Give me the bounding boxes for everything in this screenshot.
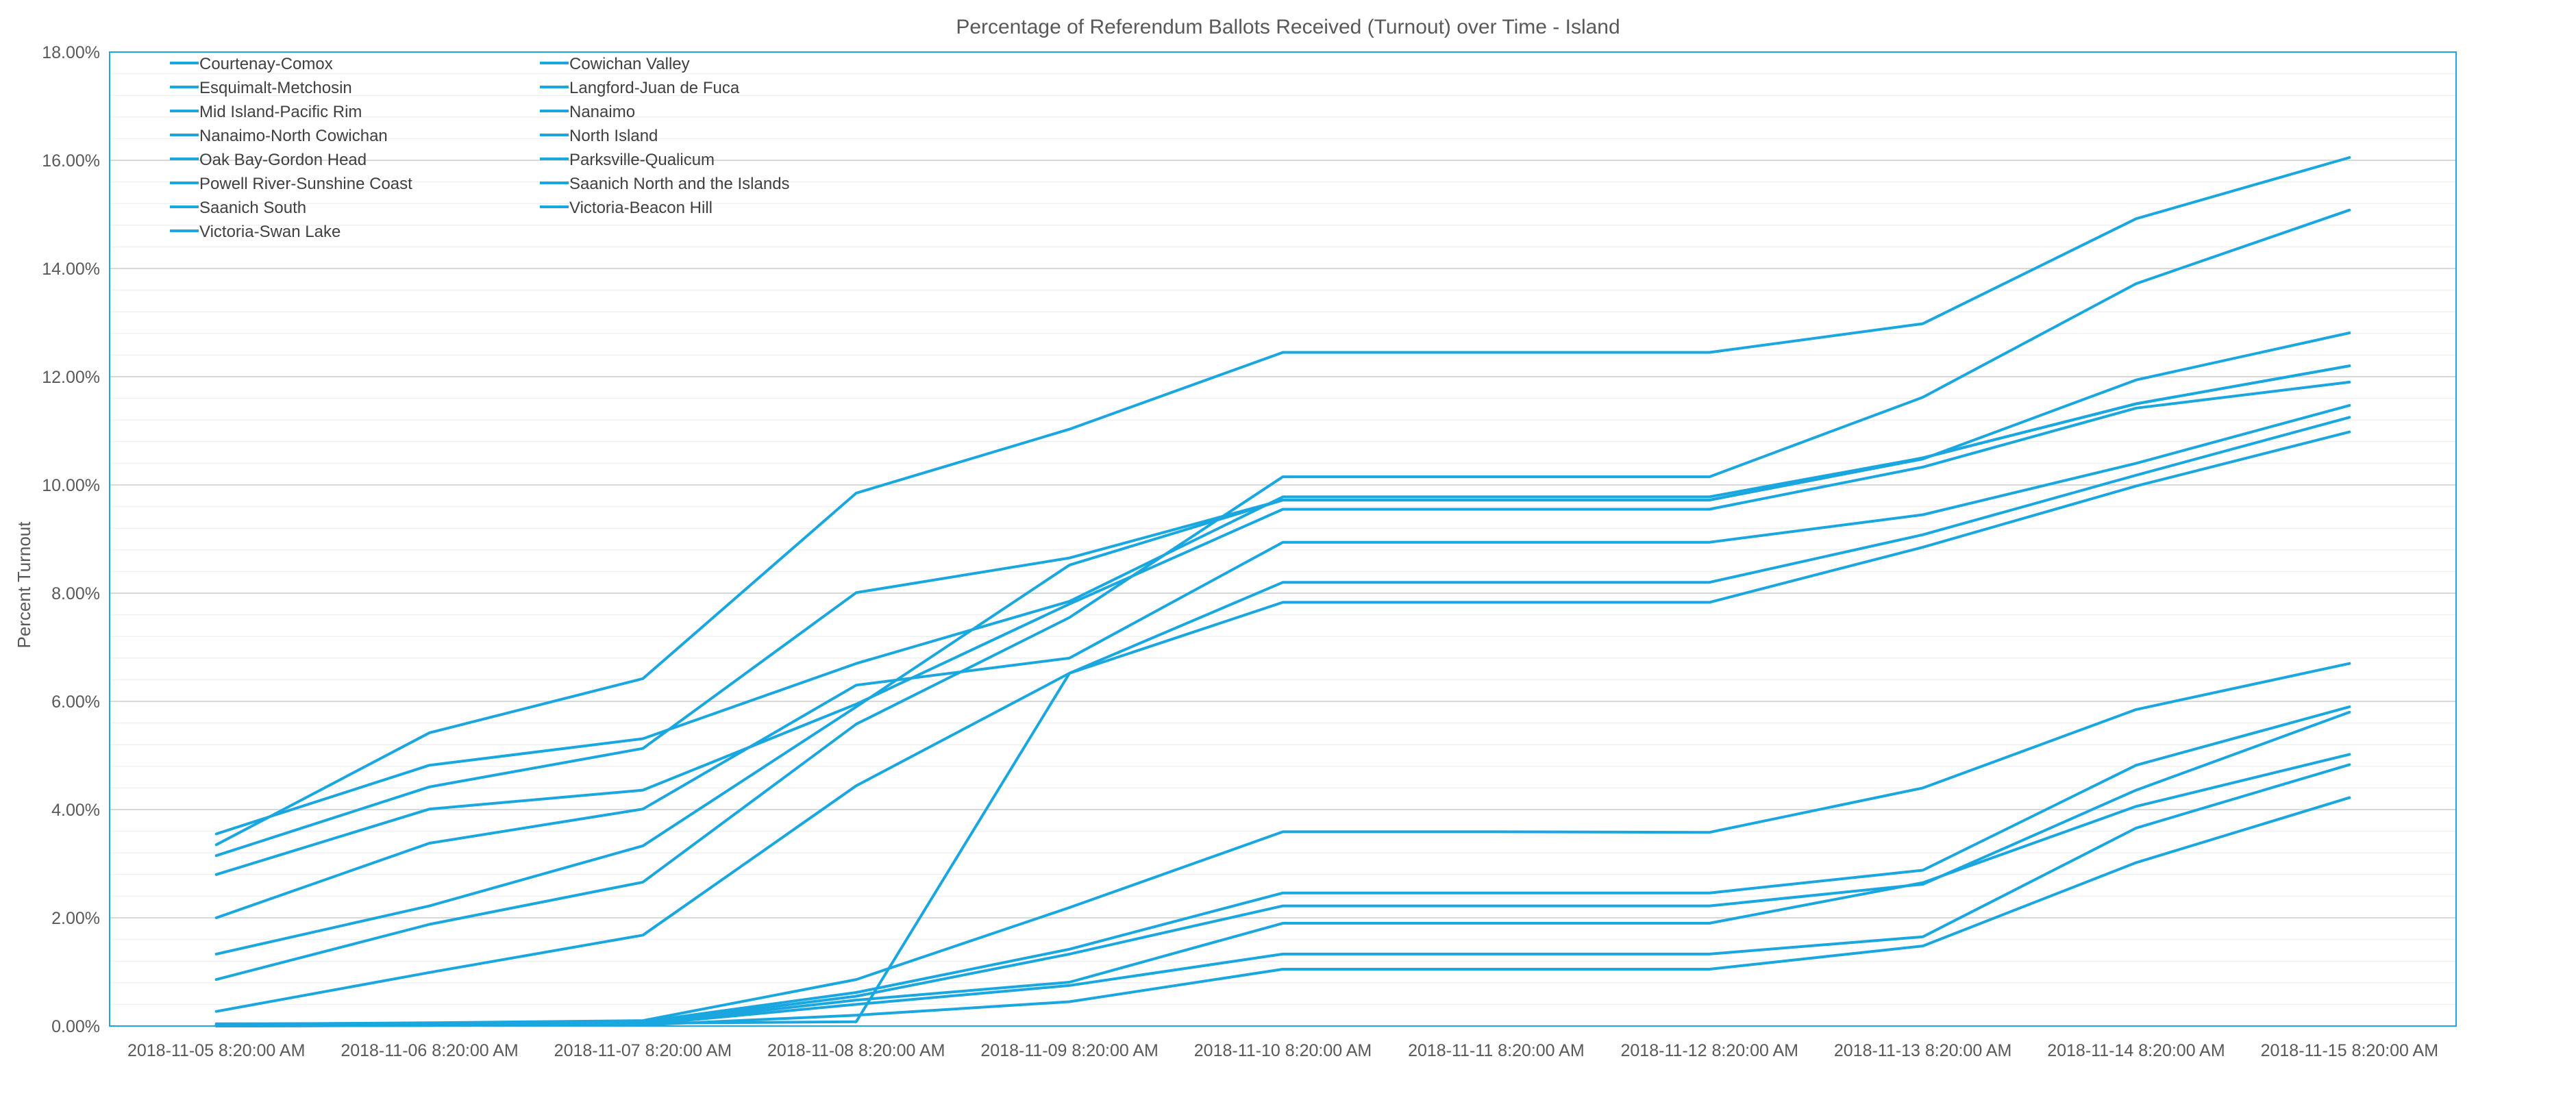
legend-label: Saanich North and the Islands (569, 175, 790, 193)
x-tick-label: 2018-11-12 8:20:00 AM (1621, 1041, 1798, 1060)
series-line-victoria-swan-lake (214, 796, 2351, 1027)
x-tick-label: 2018-11-05 8:20:00 AM (127, 1041, 305, 1060)
x-tick-label: 2018-11-11 8:20:00 AM (1408, 1041, 1585, 1060)
series-line-nanaimo (214, 364, 2351, 955)
series-lines (214, 156, 2351, 1027)
y-tick-label: 16.00% (42, 151, 100, 171)
y-tick-label: 10.00% (42, 476, 100, 495)
x-tick-label: 2018-11-14 8:20:00 AM (2047, 1041, 2225, 1060)
y-axis-label: Percent Turnout (14, 521, 34, 649)
y-tick-label: 6.00% (51, 692, 100, 712)
y-tick-label: 14.00% (42, 260, 100, 279)
x-tick-label: 2018-11-06 8:20:00 AM (340, 1041, 518, 1060)
x-tick-label: 2018-11-08 8:20:00 AM (767, 1041, 945, 1060)
legend-label: Esquimalt-Metchosin (199, 79, 352, 97)
y-tick-label: 12.00% (42, 368, 100, 387)
plot-area-border (109, 51, 2457, 1027)
y-tick-label: 2.00% (51, 909, 100, 928)
legend-label: Courtenay-Comox (199, 55, 333, 73)
x-tick-label: 2018-11-09 8:20:00 AM (980, 1041, 1158, 1060)
legend: Courtenay-Comox Cowichan Valley Esquimalt-… (170, 55, 790, 241)
y-tick-label: 4.00% (51, 801, 100, 820)
series-line-cowichan-valley (214, 156, 2351, 847)
chart-title: Percentage of Referendum Ballots Receive… (956, 16, 1620, 38)
legend-label: Mid Island-Pacific Rim (199, 103, 362, 121)
legend-label: Parksville-Qualicum (569, 151, 715, 169)
x-tick-label: 2018-11-13 8:20:00 AM (1834, 1041, 2011, 1060)
y-tick-label: 0.00% (51, 1017, 100, 1036)
legend-label: Victoria-Swan Lake (199, 223, 340, 241)
x-axis-ticks: 2018-11-05 8:20:00 AM 2018-11-06 8:20:00 … (127, 1041, 2438, 1060)
x-tick-label: 2018-11-15 8:20:00 AM (2261, 1041, 2438, 1060)
legend-label: Victoria-Beacon Hill (569, 199, 713, 217)
legend-label: Nanaimo (569, 103, 635, 121)
series-line-north-island (214, 416, 2351, 1013)
y-tick-label: 8.00% (51, 584, 100, 603)
series-line-nanaimo-north-cowichan (214, 208, 2351, 982)
legend-label: Oak Bay-Gordon Head (199, 151, 367, 169)
legend-label: Saanich South (199, 199, 306, 217)
y-axis-ticks: 0.00% 2.00% 4.00% 6.00% 8.00% 10.00% 12.00% 14.… (42, 43, 100, 1036)
legend-label: North Island (569, 127, 658, 145)
x-tick-label: 2018-11-10 8:20:00 AM (1194, 1041, 1372, 1060)
x-tick-label: 2018-11-07 8:20:00 AM (554, 1041, 732, 1060)
series-line-mid-island-pacific-rim (214, 403, 2351, 919)
y-tick-label: 18.00% (42, 43, 100, 62)
series-line-langford-juan-de-fuca (214, 380, 2351, 876)
legend-label: Langford-Juan de Fuca (569, 79, 740, 97)
legend-label: Powell River-Sunshine Coast (199, 175, 412, 193)
legend-label: Cowichan Valley (569, 55, 690, 73)
legend-label: Nanaimo-North Cowichan (199, 127, 388, 145)
